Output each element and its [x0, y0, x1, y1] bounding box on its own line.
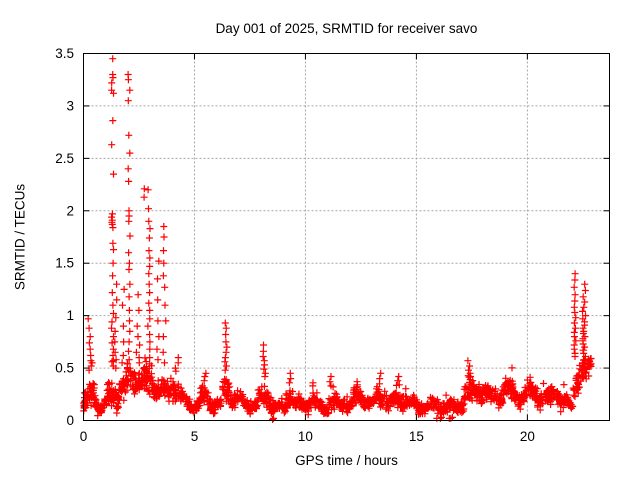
y-tick-label: 0	[66, 413, 74, 428]
x-tick-label: 0	[80, 429, 88, 444]
x-tick-label: 5	[191, 429, 199, 444]
gridlines	[83, 53, 610, 421]
tick-labels: 0 5 10 15 20 0 0.5 1 1.5 2 2.5 3 3.5	[55, 46, 535, 444]
y-tick-label: 2	[66, 203, 74, 218]
y-tick-label: 2.5	[55, 151, 74, 166]
data-points	[80, 55, 595, 423]
plot-border	[83, 53, 610, 421]
x-tick-label: 20	[520, 429, 535, 444]
y-tick-label: 1	[66, 308, 74, 323]
y-tick-label: 3.5	[55, 46, 74, 61]
tick-marks	[83, 53, 610, 421]
x-axis-label: GPS time / hours	[295, 453, 398, 468]
x-tick-label: 15	[409, 429, 424, 444]
chart-title: Day 001 of 2025, SRMTID for receiver sav…	[215, 21, 478, 36]
y-tick-label: 3	[66, 98, 74, 113]
y-tick-label: 1.5	[55, 256, 74, 271]
x-tick-label: 10	[298, 429, 313, 444]
y-tick-label: 0.5	[55, 361, 74, 376]
